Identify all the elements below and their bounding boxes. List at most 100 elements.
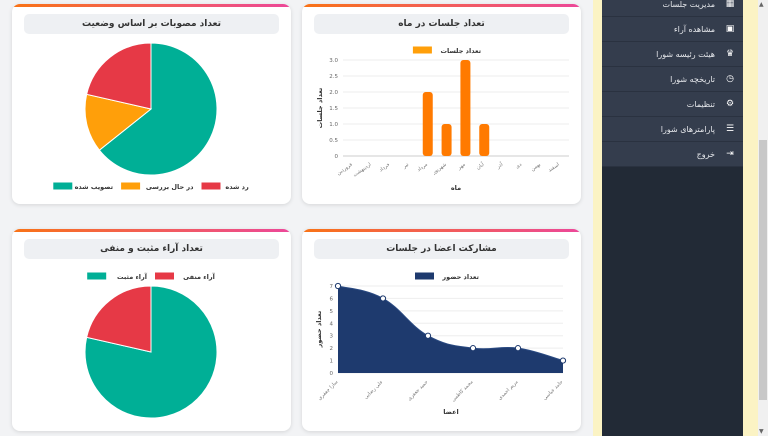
crown-icon: ♛: [725, 49, 735, 59]
scrollbar-thumb[interactable]: [759, 140, 767, 400]
attendance-area-card: مشارکت اعضا در جلسات 0 1 2 3 4 5 6 7 سارا جعفری ع…: [302, 229, 581, 431]
scroll-down-icon[interactable]: ▼: [759, 428, 764, 435]
pie-slice: [84, 93, 153, 151]
page-background-strip: [743, 0, 758, 436]
status-pie-chart: رد شده در حال بررسی تصویب شده: [53, 42, 249, 191]
legend-swatch: [121, 182, 141, 190]
area-fill: [338, 286, 563, 373]
legend-swatch: [201, 182, 221, 190]
attendance-area-chart: 0 1 2 3 4 5 6 7 سارا جعفری علی رضایی حمید جعفری محم…: [315, 272, 567, 416]
pie-slice: [86, 42, 152, 110]
sidebar-item[interactable]: تنظیمات ⚙: [602, 92, 743, 117]
calendar-icon: ▦: [725, 0, 735, 9]
bar: [460, 60, 471, 156]
x-tick-label: مهر: [456, 162, 467, 172]
x-tick-label: مریم احمدی: [497, 379, 520, 402]
sidebar-item-label: خروج: [696, 149, 715, 159]
x-tick-label: مرداد: [416, 162, 429, 174]
sidebar-item[interactable]: پارامترهای شورا ☰: [602, 117, 743, 142]
card-title: مشارکت اعضا در جلسات: [314, 239, 569, 259]
votes-pie-chart: آراء منفی آراء مثبت: [84, 272, 218, 419]
data-point: [514, 345, 522, 352]
legend-label: آراء مثبت: [117, 272, 148, 281]
pie-slice: [98, 42, 218, 176]
data-point: [424, 332, 432, 339]
data-point: [559, 357, 567, 364]
x-tick-label: اردیبهشت: [352, 162, 372, 179]
x-tick-label: حمید جعفری: [406, 379, 429, 402]
x-tick-label: آبان: [475, 161, 486, 172]
chart-icon: ▣: [725, 24, 735, 34]
y-tick-label: 0: [330, 371, 334, 377]
card-title: تعداد آراء مثبت و منفی: [24, 239, 279, 259]
sidebar-item[interactable]: مدیریت جلسات ▦: [602, 0, 743, 17]
votes-pie-card: تعداد آراء مثبت و منفی آراء منفی آراء مثب…: [12, 229, 291, 431]
x-axis-title: ماه: [451, 184, 461, 192]
sidebar-item-label: مدیریت جلسات: [662, 0, 715, 9]
legend-label: تعداد حضور: [441, 273, 479, 281]
pie-slice: [86, 285, 152, 353]
scroll-up-icon[interactable]: ▲: [759, 1, 764, 8]
clock-icon: ◷: [726, 74, 734, 84]
y-tick-label: 2.0: [329, 90, 338, 96]
sidebar-item[interactable]: مشاهده آراء ▣: [602, 17, 743, 42]
sidebar-item[interactable]: خروج ⇥: [602, 142, 743, 167]
x-tick-label: آذر: [494, 161, 504, 171]
legend-swatch: [53, 182, 73, 190]
y-tick-label: 1.5: [329, 106, 338, 112]
pie-slice: [84, 285, 218, 419]
data-point: [469, 345, 477, 352]
logout-icon: ⇥: [726, 149, 734, 159]
y-axis-title: تعداد جلسات: [316, 88, 324, 129]
x-tick-label: بهمن: [530, 162, 542, 173]
bar: [441, 124, 452, 156]
gears-icon: ⚙: [725, 99, 735, 109]
card-title: تعداد جلسات در ماه: [314, 14, 569, 34]
data-point: [379, 295, 387, 302]
x-tick-label: تیر: [401, 161, 410, 170]
y-tick-label: 0.5: [329, 138, 338, 144]
x-tick-label: شهریور: [431, 162, 448, 176]
x-tick-label: دی: [515, 162, 523, 170]
sidebar-item[interactable]: هیئت رئیسه شورا ♛: [602, 42, 743, 67]
scrollbar[interactable]: ▲ ▼: [758, 0, 768, 436]
legend-swatch: [412, 46, 432, 54]
x-tick-label: سارا جعفری: [317, 379, 339, 401]
y-tick-label: 0: [335, 154, 339, 160]
monthly-bar-card: تعداد جلسات در ماه 0 0.5 1.0 1.5 2.0 2.5 3.0 فر…: [302, 4, 581, 204]
legend-swatch: [87, 272, 107, 280]
sidebar: مدیریت جلسات ▦ مشاهده آراء ▣ هیئت رئیسه شورا…: [602, 0, 743, 436]
x-tick-label: خرداد: [378, 162, 391, 174]
x-tick-label: اسفند: [547, 162, 560, 174]
legend-swatch: [415, 272, 434, 280]
legend-label: تعداد جلسات: [440, 47, 481, 55]
sidebar-item-label: تنظیمات: [686, 99, 715, 109]
sidebar-item-label: تاریخچه شورا: [670, 74, 715, 84]
status-pie-card: تعداد مصوبات بر اساس وضعیت رد شده در حال …: [12, 4, 291, 204]
x-tick-label: محمد کاظمی: [450, 379, 474, 403]
bar: [422, 92, 433, 156]
y-tick-label: 6: [330, 296, 334, 302]
sliders-icon: ☰: [725, 124, 735, 134]
bar: [479, 124, 490, 156]
legend-label: رد شده: [225, 183, 249, 191]
y-tick-label: 4: [330, 321, 334, 327]
x-tick-label: علی رضایی: [363, 379, 384, 400]
y-tick-label: 2.5: [329, 74, 338, 80]
y-axis-title: تعداد حضور: [315, 311, 323, 349]
y-tick-label: 5: [330, 309, 334, 315]
data-point: [334, 282, 342, 290]
sidebar-item[interactable]: تاریخچه شورا ◷: [602, 67, 743, 92]
x-tick-label: حامد عباسی: [542, 379, 565, 402]
sidebar-item-label: پارامترهای شورا: [660, 124, 715, 134]
page-background-strip: [593, 0, 602, 436]
series-line: [337, 285, 564, 362]
y-tick-label: 7: [330, 284, 334, 290]
legend-label: در حال بررسی: [146, 183, 194, 191]
y-tick-label: 2: [330, 346, 334, 352]
y-tick-label: 3: [330, 334, 334, 340]
y-tick-label: 3.0: [329, 58, 338, 64]
x-axis-title: اعضا: [443, 408, 459, 416]
y-tick-label: 1.0: [329, 122, 338, 128]
